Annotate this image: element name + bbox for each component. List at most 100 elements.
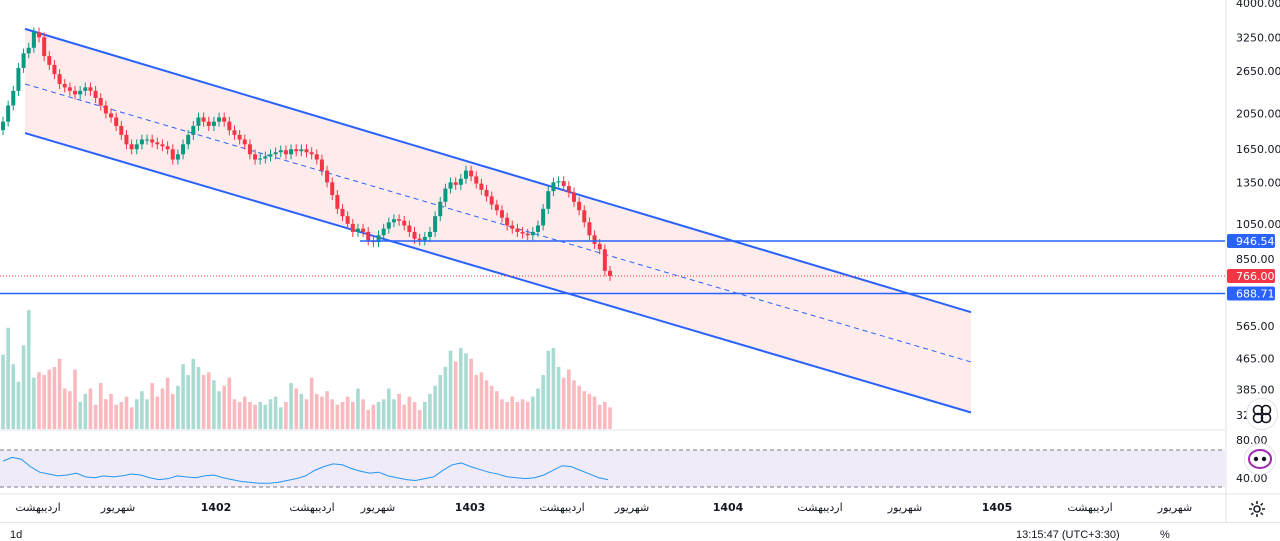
volume-bar (109, 393, 113, 429)
volume-bar (407, 396, 412, 429)
rsi-tick-label: 40.00 (1236, 472, 1268, 485)
candle-body (407, 225, 412, 232)
price-axis[interactable]: 4000.00 3250.00 2650.00 2050.00 1650.00 1350.… (1227, 0, 1280, 422)
volume-bar (134, 399, 139, 429)
volume-bar (546, 350, 551, 429)
candle-body (21, 53, 26, 68)
volume-bar (433, 385, 437, 429)
volume-bar (263, 404, 268, 429)
candle-body (535, 225, 540, 232)
candle-body (510, 225, 515, 229)
candle-body (109, 113, 114, 118)
candle-body (170, 149, 175, 160)
price-tick-label: 2650.00 (1236, 65, 1280, 78)
candle-body (175, 154, 180, 160)
interval-label[interactable]: 1d (10, 529, 23, 541)
time-tick-label: 1404 (713, 501, 744, 514)
candle-body (78, 90, 83, 95)
candle-body (386, 222, 391, 229)
candle-body (355, 228, 360, 232)
volume-bar (505, 402, 509, 429)
candle-body (16, 67, 21, 91)
volume-bar (212, 380, 216, 429)
candle-body (350, 223, 355, 232)
time-tick-label: شهریور (614, 501, 649, 514)
candle-body (556, 181, 561, 183)
candle-body (114, 117, 119, 126)
candle-body (237, 134, 242, 140)
candle-body (62, 83, 67, 88)
candle-body (217, 117, 222, 122)
volume-bar (278, 407, 283, 429)
volume-bar (541, 375, 545, 429)
volume-bar (551, 348, 556, 429)
volume-bar (42, 375, 46, 429)
percent-toggle[interactable]: % (1160, 529, 1170, 541)
channel-fill (25, 28, 971, 413)
candle-body (608, 270, 612, 276)
volume-bar (273, 396, 278, 429)
volume-bar (603, 402, 607, 429)
volume-bar (140, 391, 144, 429)
candle-body (474, 176, 479, 184)
volume-bar (37, 372, 41, 429)
price-tick-label: 385.00 (1236, 384, 1275, 397)
candle-body (26, 47, 31, 54)
horizontal-lines[interactable] (0, 240, 1225, 295)
gear-icon[interactable] (1242, 494, 1272, 524)
volume-bar (176, 385, 180, 429)
volume-bar (597, 404, 602, 429)
volume-bar (423, 402, 427, 429)
candle-body (571, 192, 576, 202)
volume-bar (448, 350, 453, 429)
candle-body (211, 121, 216, 126)
candle-body (546, 191, 551, 209)
candle-body (489, 196, 494, 205)
candle-body (597, 243, 602, 250)
candle-body (273, 152, 278, 155)
candle-body (181, 144, 186, 155)
candle-body (391, 219, 396, 223)
volume-bar (515, 402, 520, 429)
candle-body (11, 90, 16, 106)
volume-bar (124, 396, 129, 429)
regression-channel[interactable] (24, 27, 972, 414)
candle-body (98, 98, 103, 106)
time-tick-label: اردیبهشت (289, 501, 334, 514)
volume-bar (16, 381, 21, 429)
volume-bar (556, 366, 561, 429)
candle-body (42, 37, 47, 57)
price-tick-label: 1050.00 (1236, 218, 1280, 231)
price-tick-label: 3250.00 (1236, 31, 1280, 44)
candle-body (587, 222, 592, 236)
candle-body (427, 231, 432, 237)
candle-body (376, 235, 381, 243)
price-tick-label: 4000.00 (1236, 0, 1280, 10)
eye-icon[interactable] (1244, 443, 1276, 475)
volume-bar (1, 354, 5, 429)
volume-bar (402, 404, 407, 429)
volume-bar (52, 366, 57, 429)
candle-body (304, 149, 309, 153)
chart-background (0, 0, 1280, 522)
candle-body (232, 130, 237, 135)
candle-body (47, 56, 52, 65)
volume-bar (32, 377, 36, 429)
volume-bar (572, 380, 576, 429)
candle-body (283, 150, 288, 155)
time-axis[interactable]: اردیبهشت شهریور 1402 اردیبهشت شهریور 1403 اردی… (15, 501, 1192, 514)
volume-bar (520, 399, 525, 429)
candle-body (222, 117, 227, 122)
candle-body (381, 228, 386, 236)
channel-lower-line (24, 132, 972, 414)
candle-body (412, 231, 417, 239)
volume-bar (469, 358, 473, 429)
zoom-icon[interactable] (1246, 398, 1278, 430)
volume-bar (73, 369, 77, 429)
volume-bar (104, 399, 108, 429)
volume-bar (376, 402, 381, 429)
candle-body (88, 87, 93, 91)
candle-body (155, 142, 160, 145)
